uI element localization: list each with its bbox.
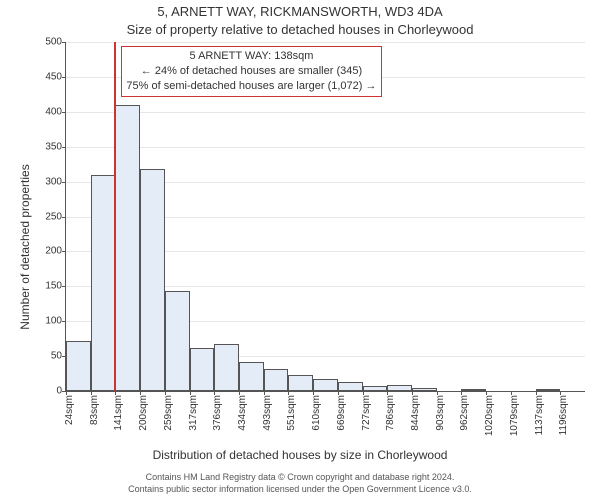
x-tick-label: 551sqm	[286, 395, 297, 431]
histogram-bar	[536, 389, 561, 391]
x-tick-label: 200sqm	[138, 395, 149, 431]
callout-box: 5 ARNETT WAY: 138sqm← 24% of detached ho…	[121, 46, 381, 97]
histogram-bar	[461, 389, 486, 391]
gridline	[66, 147, 585, 148]
histogram-bar	[338, 382, 363, 391]
footer-line-1: Contains HM Land Registry data © Crown c…	[0, 472, 600, 482]
y-tick-mark	[62, 147, 66, 148]
histogram-bar	[140, 169, 165, 391]
x-tick-label: 903sqm	[435, 395, 446, 431]
histogram-bar	[264, 369, 289, 391]
x-tick-label: 83sqm	[89, 395, 100, 425]
histogram-bar	[190, 348, 215, 391]
callout-line: 5 ARNETT WAY: 138sqm	[126, 49, 376, 64]
property-marker-line	[114, 42, 116, 391]
histogram-bar	[288, 375, 313, 391]
x-tick-label: 493sqm	[262, 395, 273, 431]
x-tick-label: 141sqm	[113, 395, 124, 431]
x-tick-label: 376sqm	[212, 395, 223, 431]
histogram-bar	[363, 386, 388, 391]
gridline	[66, 112, 585, 113]
y-tick-mark	[62, 251, 66, 252]
y-tick-mark	[62, 77, 66, 78]
y-tick-mark	[62, 42, 66, 43]
y-tick-mark	[62, 217, 66, 218]
title-line-2: Size of property relative to detached ho…	[0, 22, 600, 37]
x-tick-label: 1137sqm	[534, 395, 545, 435]
x-tick-label: 786sqm	[385, 395, 396, 431]
callout-line: 75% of semi-detached houses are larger (…	[126, 79, 376, 94]
x-axis-label: Distribution of detached houses by size …	[0, 448, 600, 462]
chart-container: 5, ARNETT WAY, RICKMANSWORTH, WD3 4DA Si…	[0, 0, 600, 500]
histogram-bar	[115, 105, 140, 391]
y-tick-mark	[62, 112, 66, 113]
x-tick-label: 727sqm	[361, 395, 372, 431]
x-tick-label: 1196sqm	[558, 395, 569, 435]
y-tick-mark	[62, 321, 66, 322]
plot-area: 05010015020025030035040045050024sqm83sqm…	[65, 42, 585, 392]
x-tick-label: 1020sqm	[484, 395, 495, 436]
callout-line: ← 24% of detached houses are smaller (34…	[126, 64, 376, 79]
x-tick-label: 259sqm	[163, 395, 174, 431]
x-tick-label: 962sqm	[459, 395, 470, 431]
gridline	[66, 42, 585, 43]
x-tick-label: 317sqm	[188, 395, 199, 431]
x-tick-label: 1079sqm	[509, 395, 520, 436]
x-tick-label: 24sqm	[64, 395, 75, 425]
histogram-bar	[313, 379, 338, 391]
histogram-bar	[412, 388, 437, 391]
histogram-bar	[239, 362, 264, 391]
histogram-bar	[387, 385, 412, 391]
y-tick-mark	[62, 286, 66, 287]
histogram-bar	[66, 341, 91, 391]
x-tick-label: 669sqm	[336, 395, 347, 431]
y-tick-mark	[62, 182, 66, 183]
histogram-bar	[165, 291, 190, 391]
histogram-bar	[214, 344, 239, 391]
footer-line-2: Contains public sector information licen…	[0, 484, 600, 494]
histogram-bar	[91, 175, 116, 391]
y-axis-label: Number of detached properties	[18, 147, 32, 347]
x-tick-label: 844sqm	[410, 395, 421, 431]
x-tick-label: 434sqm	[237, 395, 248, 431]
title-line-1: 5, ARNETT WAY, RICKMANSWORTH, WD3 4DA	[0, 4, 600, 19]
x-tick-label: 610sqm	[311, 395, 322, 431]
